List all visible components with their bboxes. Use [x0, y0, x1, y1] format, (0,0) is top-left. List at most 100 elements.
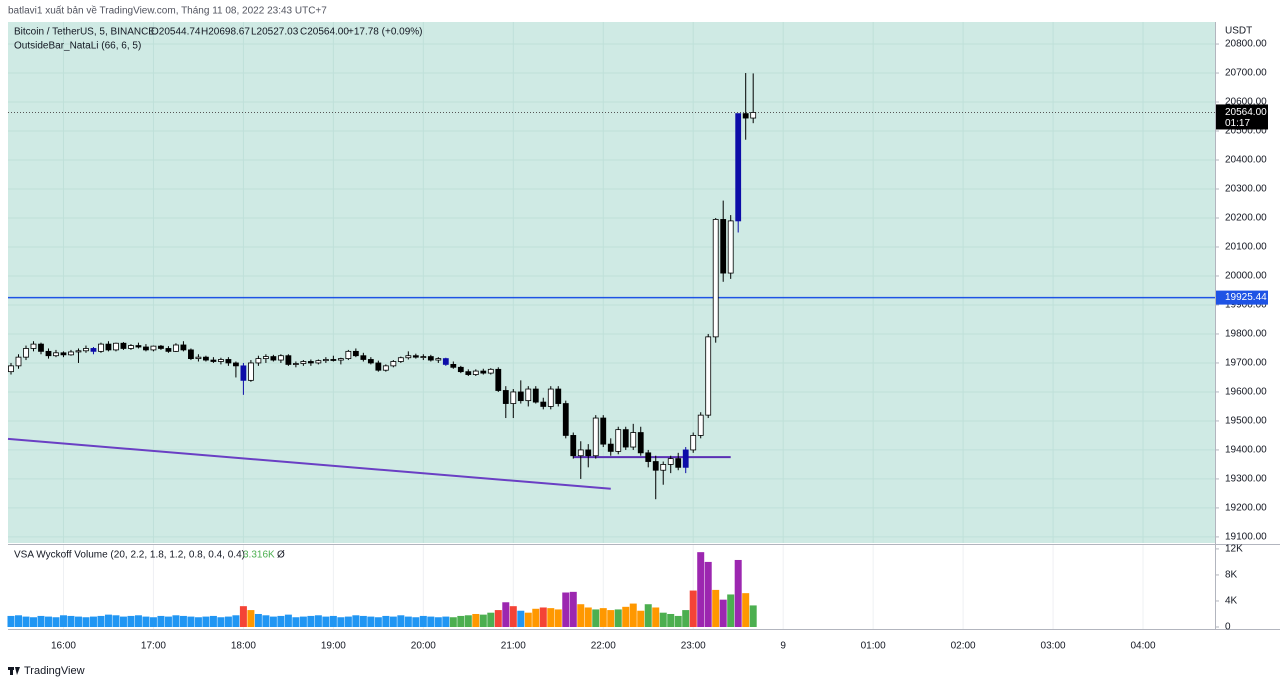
y-tick-label: 20100.00 [1225, 242, 1267, 253]
volume-bar [742, 593, 750, 627]
volume-bar [172, 615, 180, 627]
candle-body [622, 429, 629, 448]
volume-bar [569, 591, 577, 627]
volume-bar [419, 615, 427, 627]
candle-body [517, 391, 524, 402]
x-tick-label: 03:00 [1041, 641, 1066, 652]
y-tick-label: 19400.00 [1225, 445, 1267, 456]
volume-bar [247, 610, 255, 627]
candle-body [8, 365, 14, 373]
volume-bar [194, 617, 202, 627]
candle-body [472, 370, 479, 375]
volume-last: 3.316K [243, 550, 275, 561]
plot-background [8, 22, 1215, 543]
volume-bar [142, 616, 150, 627]
ohlc-open: O20544.74 [151, 27, 201, 38]
volume-bar [629, 603, 637, 627]
volume-bar [727, 594, 735, 627]
volume-bar [389, 616, 397, 627]
candle-body [652, 461, 659, 471]
candle-body [150, 345, 157, 351]
x-tick-label: 01:00 [861, 641, 886, 652]
volume-bar [487, 612, 495, 627]
volume-bar [262, 615, 270, 627]
candle-body [300, 361, 307, 364]
volume-bar [494, 610, 502, 627]
volume-bar [7, 615, 15, 627]
volume-title: VSA Wyckoff Volume (20, 2.2, 1.8, 1.2, 0… [14, 550, 245, 561]
y-tick-label: 19200.00 [1225, 503, 1267, 514]
x-tick-label: 19:00 [321, 641, 346, 652]
volume-bar [284, 614, 292, 627]
candle-body [38, 343, 44, 352]
y-tick-label: 20700.00 [1225, 68, 1267, 79]
x-tick-label: 04:00 [1131, 641, 1156, 652]
volume-bar [442, 616, 450, 627]
volume-bar [44, 616, 52, 627]
y-tick-label: 8K [1225, 570, 1238, 581]
volume-bar [344, 616, 352, 627]
candle-body [465, 371, 472, 375]
ohlc-close: C20564.00 [300, 27, 349, 38]
volume-bar [104, 614, 112, 627]
volume-bar [179, 615, 187, 627]
y-tick-label: 20300.00 [1225, 184, 1267, 195]
volume-bar [292, 617, 300, 627]
volume-bar [112, 615, 120, 627]
volume-bar [607, 610, 615, 627]
volume-bar [449, 617, 457, 627]
candle-body [240, 365, 247, 381]
volume-bar [119, 616, 127, 627]
candle-body [697, 414, 704, 436]
volume-bar [59, 615, 67, 627]
candle-body [262, 356, 269, 360]
candle-body [180, 344, 187, 351]
candle-body [555, 388, 562, 404]
candle-body [158, 345, 164, 349]
candle-body [420, 356, 427, 358]
volume-bar [314, 615, 322, 627]
candle-body [113, 342, 119, 351]
candle-body [292, 363, 299, 365]
candle-body [143, 346, 149, 351]
volume-bar [14, 615, 22, 627]
candle-body [397, 357, 404, 362]
y-tick-label: 19700.00 [1225, 358, 1267, 369]
y-tick-label: 19800.00 [1225, 329, 1267, 340]
volume-bar [239, 606, 247, 627]
y-tick-label: 20000.00 [1225, 271, 1267, 282]
candle-body [600, 417, 607, 445]
volume-bar [157, 615, 165, 627]
candle-body [233, 362, 239, 367]
x-tick-label: 21:00 [501, 641, 526, 652]
candle-body [218, 359, 224, 362]
candle-body [83, 348, 89, 352]
candle-body [487, 368, 494, 374]
candle-body [712, 219, 719, 338]
footer-logo [8, 667, 20, 675]
volume-bar [97, 615, 105, 627]
ohlc-low: L20527.03 [251, 27, 299, 38]
candle-body [165, 348, 172, 352]
candle-body [337, 358, 344, 361]
candle-body [375, 362, 382, 371]
volume-bar [524, 612, 532, 627]
candle-body [277, 355, 284, 361]
y-tick-label: 19500.00 [1225, 416, 1267, 427]
footer: TradingView [24, 665, 85, 677]
last-price-label: 20564.00 [1225, 107, 1267, 118]
volume-bar [622, 606, 630, 627]
candle-body [585, 449, 592, 457]
volume-bar [652, 607, 660, 627]
candle-body [532, 388, 539, 403]
volume-bar [532, 608, 540, 627]
volume-bar [502, 602, 510, 627]
candle-body [615, 429, 622, 452]
candle-body [690, 435, 697, 451]
volume-bar [659, 612, 667, 627]
volume-bar [674, 615, 682, 627]
y-tick-label: 20600.00 [1225, 97, 1267, 108]
countdown: 01:17 [1225, 118, 1250, 129]
volume-bar [202, 616, 210, 627]
